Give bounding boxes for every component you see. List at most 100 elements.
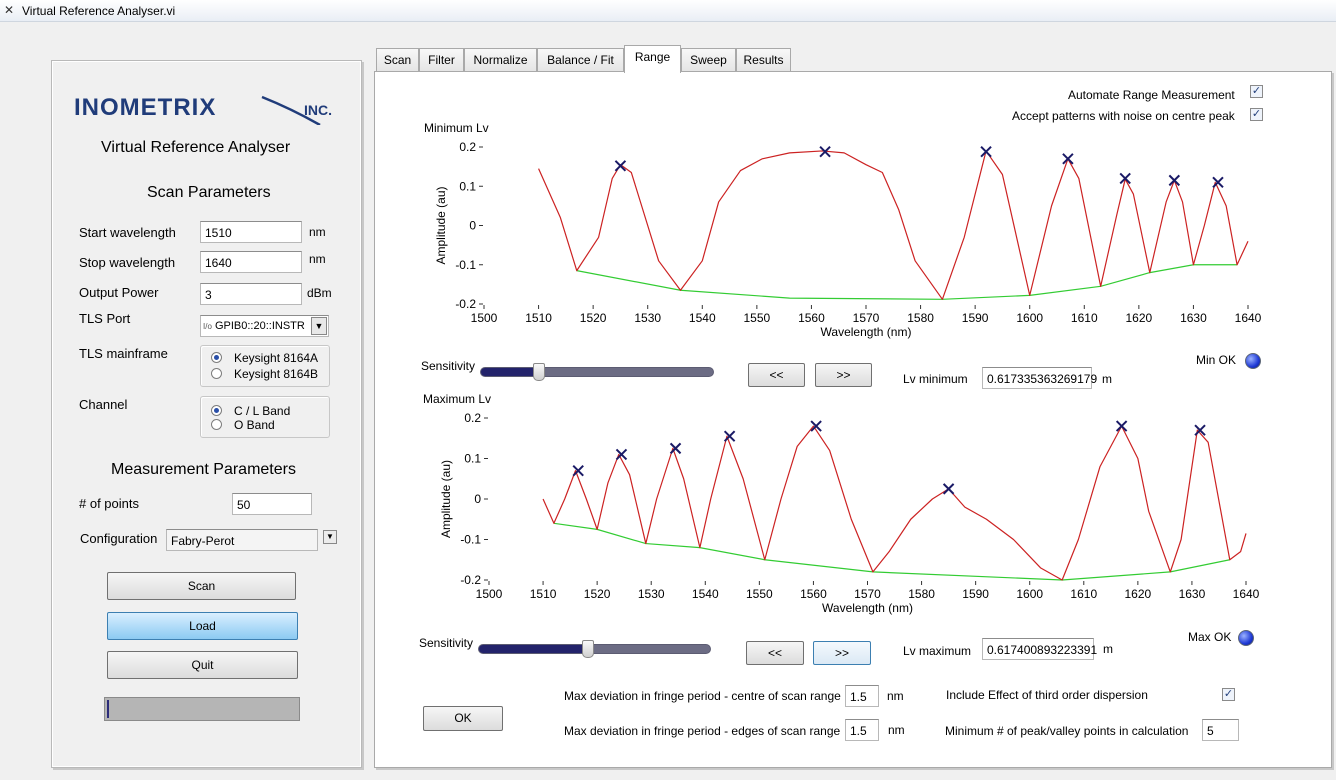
svg-text:INOMETRIX: INOMETRIX: [74, 94, 216, 121]
configuration-dropdown-icon[interactable]: ▼: [323, 530, 337, 544]
max-sensitivity-label: Sensitivity: [419, 636, 474, 650]
channel-option-cl-band[interactable]: C / L Band: [211, 404, 290, 418]
y-tick-label: -0.1: [455, 258, 476, 272]
tls-port-value: GPIB0::20::INSTR: [214, 320, 305, 332]
peak-marker: [980, 146, 992, 158]
min-next-button[interactable]: >>: [815, 363, 872, 387]
channel-option-o-band[interactable]: O Band: [211, 418, 275, 432]
baseline-series: [553, 522, 1230, 581]
x-tick-label: 1540: [692, 587, 719, 601]
min-sensitivity-slider[interactable]: [480, 363, 714, 381]
io-resource-icon: I/o: [203, 322, 212, 331]
lv-maximum-value: 0.617400893223391: [982, 638, 1097, 660]
tab-range[interactable]: Range: [624, 45, 681, 73]
peak-marker: [572, 464, 584, 477]
peak-marker: [1194, 424, 1206, 436]
x-tick-label: 1520: [584, 587, 611, 601]
radio-unselected-icon[interactable]: [211, 368, 222, 379]
centre-deviation-input[interactable]: 1.5: [845, 685, 879, 707]
tab-sweep[interactable]: Sweep: [681, 48, 736, 72]
max-sensitivity-fill: [479, 645, 588, 653]
progress-fill: [107, 700, 109, 718]
accept-noise-checkbox[interactable]: ✓: [1250, 108, 1263, 121]
x-tick-label: 1560: [800, 587, 827, 601]
third-order-dispersion-label: Include Effect of third order dispersion: [946, 688, 1148, 702]
y-tick-label: 0: [469, 219, 476, 233]
tab-scan[interactable]: Scan: [376, 48, 419, 72]
mainframe-option-8164b[interactable]: Keysight 8164B: [211, 367, 318, 381]
third-order-dispersion-checkbox[interactable]: ✓: [1222, 688, 1235, 701]
x-tick-label: 1590: [962, 587, 989, 601]
peak-marker: [1062, 153, 1074, 165]
max-ok-indicator-led: [1238, 630, 1254, 646]
automate-range-label: Automate Range Measurement: [1068, 88, 1235, 102]
minimum-lv-chart: -0.2 -0.1 0 0.1 0.2 1500 1510 1520 1530 1540 1550 1…: [423, 137, 1261, 345]
x-tick-label: 1540: [689, 311, 716, 325]
tab-filter[interactable]: Filter: [419, 48, 464, 72]
max-next-button[interactable]: >>: [813, 641, 871, 665]
y-axis-label: Amplitude (au): [439, 460, 453, 538]
max-sensitivity-thumb[interactable]: [581, 640, 594, 658]
start-wavelength-unit: nm: [309, 225, 326, 239]
radio-selected-icon[interactable]: [211, 352, 222, 363]
peak-marker: [615, 448, 628, 461]
tls-mainframe-label: TLS mainframe: [79, 346, 168, 361]
tls-port-label: TLS Port: [79, 311, 131, 326]
min-peak-valley-points-label: Minimum # of peak/valley points in calcu…: [945, 724, 1189, 738]
x-tick-label: 1570: [854, 587, 881, 601]
quit-button[interactable]: Quit: [107, 651, 298, 679]
lv-maximum-unit: m: [1103, 642, 1113, 656]
checkmark-icon: ✓: [1223, 688, 1234, 700]
labview-app-icon: ✕: [4, 3, 15, 17]
x-tick-label: 1600: [1016, 587, 1043, 601]
maximum-lv-chart: -0.2 -0.1 0 0.1 0.2 1500 1510 1520 1530 1540 1550 1…: [423, 408, 1261, 616]
x-tick-label: 1520: [580, 311, 607, 325]
automate-range-checkbox[interactable]: ✓: [1250, 85, 1263, 98]
tab-normalize[interactable]: Normalize: [464, 48, 537, 72]
x-tick-label: 1560: [798, 311, 825, 325]
max-sensitivity-slider[interactable]: [478, 640, 711, 658]
peak-marker: [819, 146, 831, 158]
centre-deviation-unit: nm: [887, 689, 904, 703]
min-peak-valley-points-input[interactable]: 5: [1202, 719, 1239, 741]
tls-port-select[interactable]: I/o GPIB0::20::INSTR ▼: [200, 315, 329, 337]
max-previous-button[interactable]: <<: [746, 641, 804, 665]
max-ok-label: Max OK: [1188, 630, 1232, 644]
stop-wavelength-input[interactable]: 1640: [200, 251, 302, 273]
x-tick-label: 1510: [530, 587, 557, 601]
peak-marker: [723, 430, 736, 442]
x-tick-label: 1640: [1233, 587, 1260, 601]
signal-series: [538, 150, 1249, 300]
lv-minimum-value: 0.617335363269179: [982, 367, 1097, 389]
edge-deviation-label: Max deviation in fringe period - edges o…: [564, 724, 841, 738]
scan-button[interactable]: Scan: [107, 572, 296, 600]
y-tick-label: 0.2: [459, 140, 476, 154]
x-tick-label: 1620: [1125, 587, 1152, 601]
dropdown-arrow-icon[interactable]: ▼: [311, 317, 327, 335]
maximum-lv-title: Maximum Lv: [423, 392, 492, 406]
tab-balance-fit[interactable]: Balance / Fit: [537, 48, 624, 72]
edge-deviation-input[interactable]: 1.5: [845, 719, 879, 741]
radio-selected-icon[interactable]: [211, 405, 222, 416]
num-points-label: # of points: [79, 496, 139, 511]
minimum-lv-plot: -0.2 -0.1 0 0.1 0.2 1500 1510 1520 1530 1540 1550 1…: [434, 140, 1261, 339]
mainframe-option-8164a[interactable]: Keysight 8164A: [211, 351, 318, 365]
y-tick-label: 0.2: [464, 411, 481, 425]
load-button[interactable]: Load: [107, 612, 298, 640]
ok-button[interactable]: OK: [423, 706, 503, 731]
tab-results[interactable]: Results: [736, 48, 791, 72]
scan-parameters-heading: Scan Parameters: [147, 184, 271, 201]
start-wavelength-input[interactable]: 1510: [200, 221, 302, 243]
min-sensitivity-thumb[interactable]: [533, 363, 545, 381]
num-points-input[interactable]: 50: [232, 493, 312, 515]
min-previous-button[interactable]: <<: [748, 363, 805, 387]
start-wavelength-label: Start wavelength: [79, 225, 176, 240]
configuration-select[interactable]: Fabry-Perot: [166, 529, 318, 551]
peak-marker: [614, 160, 627, 172]
radio-unselected-icon[interactable]: [211, 419, 222, 430]
x-tick-label: 1500: [471, 311, 498, 325]
x-axis-label: Wavelength (nm): [822, 601, 913, 615]
peak-marker: [1168, 174, 1181, 187]
output-power-unit: dBm: [307, 286, 332, 300]
output-power-input[interactable]: 3: [200, 283, 302, 305]
